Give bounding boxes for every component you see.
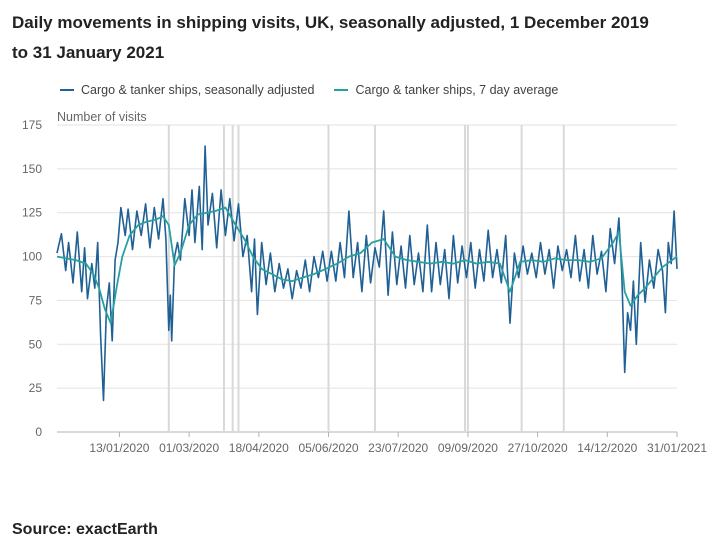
source-note: Source: exactEarth: [12, 521, 158, 538]
x-tick-label-1: 01/03/2020: [159, 441, 219, 455]
legend-label-seasonally-adjusted: Cargo & tanker ships, seasonally adjuste…: [81, 83, 315, 97]
legend-item-seasonally-adjusted: Cargo & tanker ships, seasonally adjuste…: [60, 83, 314, 97]
x-tick-label-5: 09/09/2020: [438, 441, 498, 455]
x-tick-label-3: 05/06/2020: [298, 441, 358, 455]
reference-lines: [167, 125, 565, 432]
x-tick-label-7: 14/12/2020: [577, 441, 637, 455]
y-tick-label-75: 75: [29, 293, 43, 307]
series-line-7-day-average: [56, 206, 678, 325]
chart-legend: Cargo & tanker ships, seasonally adjuste…: [60, 83, 558, 97]
series-line-seasonally-adjusted: [56, 145, 678, 402]
grid-layer: [57, 124, 677, 433]
legend-item-7-day-average: Cargo & tanker ships, 7 day average: [334, 83, 558, 97]
legend-label-7-day-average: Cargo & tanker ships, 7 day average: [355, 83, 559, 97]
y-tick-label-150: 150: [22, 162, 42, 176]
axis-layer: 0 25 50 75 100 125 150 175 13/01/2020 01/03/2020 1…: [22, 118, 707, 455]
y-tick-label-125: 125: [22, 206, 42, 220]
legend-swatch-7-day-average: [334, 89, 349, 91]
y-tick-label-175: 175: [22, 118, 42, 132]
y-tick-label-100: 100: [22, 250, 42, 264]
y-tick-label-0: 0: [35, 425, 42, 439]
x-tick-label-0: 13/01/2020: [89, 441, 149, 455]
y-axis-label: Number of visits: [57, 110, 147, 124]
x-tick-label-2: 18/04/2020: [229, 441, 289, 455]
x-tick-label-6: 27/10/2020: [508, 441, 568, 455]
y-tick-label-25: 25: [29, 381, 43, 395]
x-tick-label-8: 31/01/2021: [647, 441, 707, 455]
x-tick-label-4: 23/07/2020: [368, 441, 428, 455]
legend-swatch-seasonally-adjusted: [60, 89, 74, 91]
series-layer: [56, 145, 678, 402]
chart-title: Daily movements in shipping visits, UK, …: [12, 13, 649, 62]
y-tick-label-50: 50: [29, 337, 43, 351]
